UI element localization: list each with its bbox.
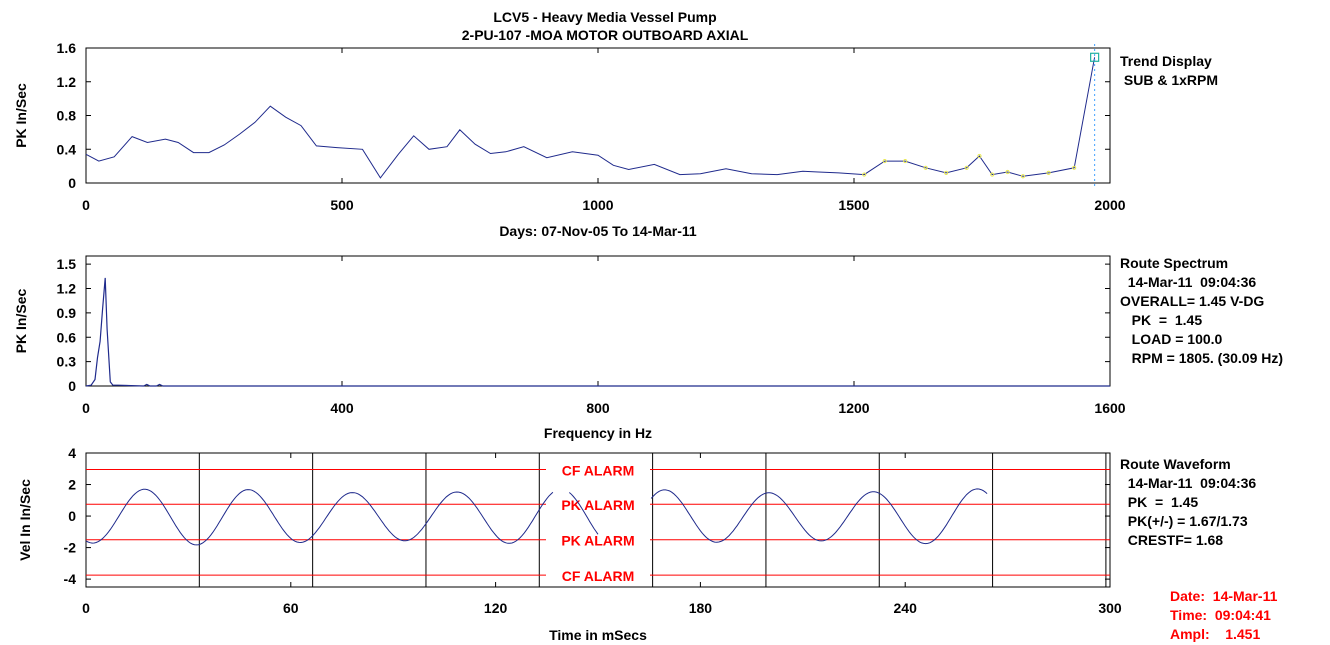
waveform-info-line: Route Waveform <box>1120 456 1231 472</box>
y-tick-label: 1.2 <box>57 74 77 90</box>
spectrum-info-line: RPM = 1805. (30.09 Hz) <box>1120 350 1284 366</box>
chart-title: LCV5 - Heavy Media Vessel Pump <box>493 9 717 25</box>
plot-frame <box>85 255 1111 387</box>
cursor-ampl: Ampl: 1.451 <box>1170 626 1261 642</box>
y-tick-label: 0.6 <box>57 329 77 345</box>
x-axis-label: Days: 07-Nov-05 To 14-Mar-11 <box>499 223 697 239</box>
trend-info-panel: Trend Display SUB & 1xRPM <box>1120 52 1218 90</box>
plot-frame <box>85 452 1111 588</box>
alarm-label: PK ALARM <box>561 533 634 549</box>
trend-data-point <box>1072 165 1077 170</box>
x-axis-label: Frequency in Hz <box>544 425 652 441</box>
cursor-readout: Date: 14-Mar-11 Time: 09:04:41 Ampl: 1.4… <box>1170 587 1277 644</box>
x-tick-label: 1600 <box>1094 400 1125 416</box>
x-tick-label: 60 <box>283 600 299 616</box>
x-tick-label: 1200 <box>838 400 869 416</box>
chart-subtitle: 2-PU-107 -MOA MOTOR OUTBOARD AXIAL <box>461 27 749 43</box>
waveform-info-line: 14-Mar-11 09:04:36 <box>1120 475 1257 491</box>
trend-data-point <box>1046 170 1051 175</box>
x-tick-label: 300 <box>1098 600 1122 616</box>
alarm-label-bg <box>546 494 650 515</box>
trend-data-point <box>923 165 928 170</box>
y-axis-label: PK In/Sec <box>13 83 29 148</box>
trend-data-point <box>990 172 995 177</box>
cursor-time: Time: 09:04:41 <box>1170 607 1271 623</box>
x-tick-label: 0 <box>82 600 90 616</box>
y-tick-label: 0.3 <box>57 354 77 370</box>
y-tick-label: 0.9 <box>57 305 77 321</box>
trend-data-point <box>1005 169 1010 175</box>
trend-data-point <box>882 158 887 164</box>
y-axis-label: Vel In In/Sec <box>17 479 33 561</box>
y-tick-label: 1.2 <box>57 281 77 297</box>
waveform-info-panel: Route Waveform 14-Mar-11 09:04:36 PK = 1… <box>1120 455 1256 550</box>
trend-info-line: Trend Display <box>1120 53 1212 69</box>
y-tick-label: 0 <box>68 175 76 191</box>
alarm-label: CF ALARM <box>562 568 635 584</box>
alarm-label-bg <box>546 565 650 586</box>
alarm-label: PK ALARM <box>561 497 634 513</box>
waveform-info-line: CRESTF= 1.68 <box>1120 532 1224 548</box>
x-tick-label: 800 <box>586 400 610 416</box>
trend-info-line: SUB & 1xRPM <box>1120 72 1219 88</box>
x-axis-label: Time in mSecs <box>549 627 647 643</box>
y-tick-label: 1.6 <box>57 40 77 56</box>
trend-data-point <box>964 165 969 170</box>
x-tick-label: 2000 <box>1094 197 1125 213</box>
y-axis-label: PK In/Sec <box>13 289 29 354</box>
y-tick-label: 4 <box>68 445 76 461</box>
x-tick-label: 400 <box>330 400 354 416</box>
spectrum-info-line: LOAD = 100.0 <box>1120 331 1223 347</box>
alarm-label: CF ALARM <box>562 463 635 479</box>
trend-data-point <box>977 153 982 159</box>
x-tick-label: 500 <box>330 197 354 213</box>
y-tick-label: -2 <box>64 540 77 556</box>
waveform-series-line <box>85 488 988 546</box>
waveform-info-line: PK = 1.45 <box>1120 494 1199 510</box>
x-tick-label: 240 <box>894 600 918 616</box>
y-tick-label: 1.5 <box>57 256 77 272</box>
spectrum-series-line <box>85 277 1110 387</box>
spectrum-info-line: Route Spectrum <box>1120 255 1229 271</box>
trend-data-point <box>1020 174 1026 179</box>
trend-data-point <box>862 172 867 177</box>
spectrum-info-line: PK = 1.45 <box>1120 312 1203 328</box>
x-tick-label: 0 <box>82 197 90 213</box>
x-tick-label: 1500 <box>838 197 869 213</box>
spectrum-info-panel: Route Spectrum 14-Mar-11 09:04:36 OVERAL… <box>1120 254 1283 368</box>
waveform-info-line: PK(+/-) = 1.67/1.73 <box>1120 513 1248 529</box>
alarm-label-bg <box>546 459 650 480</box>
x-tick-label: 120 <box>484 600 508 616</box>
trend-data-point <box>944 170 949 175</box>
trend-cursor-marker <box>1090 52 1100 62</box>
spectrum-info-line: OVERALL= 1.45 V-DG <box>1120 293 1265 309</box>
y-tick-label: 0 <box>68 378 76 394</box>
trend-series-line <box>85 57 1096 179</box>
alarm-label-bg <box>546 529 650 550</box>
cursor-date: Date: 14-Mar-11 <box>1170 588 1278 604</box>
plot-frame <box>85 47 1111 184</box>
x-tick-label: 180 <box>689 600 713 616</box>
y-tick-label: 2 <box>68 477 76 493</box>
x-tick-label: 0 <box>82 400 90 416</box>
y-tick-label: 0.8 <box>57 108 77 124</box>
y-tick-label: 0 <box>68 508 76 524</box>
x-tick-label: 1000 <box>582 197 613 213</box>
y-tick-label: -4 <box>64 571 77 587</box>
spectrum-info-line: 14-Mar-11 09:04:36 <box>1120 274 1257 290</box>
trend-data-point <box>903 158 908 164</box>
y-tick-label: 0.4 <box>57 141 77 157</box>
